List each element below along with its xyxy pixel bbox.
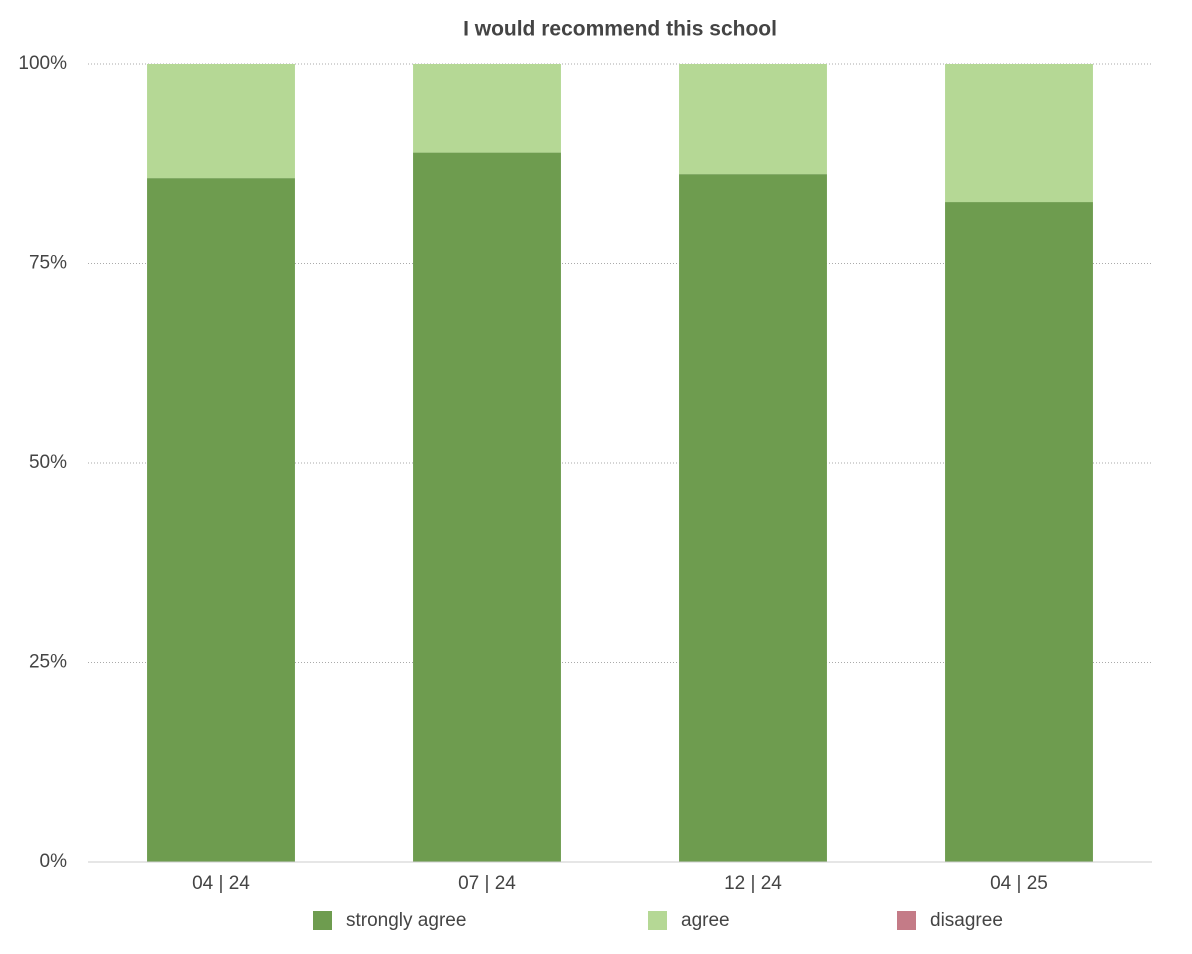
bar-segment	[945, 64, 1093, 203]
bar-segment	[679, 174, 827, 862]
bar-segment	[945, 202, 1093, 862]
bar-segment	[413, 64, 561, 153]
legend-label: agree	[681, 910, 730, 931]
y-tick-label: 75%	[29, 253, 67, 274]
bar-segment	[413, 152, 561, 862]
y-tick-label: 50%	[29, 452, 67, 473]
legend-swatch	[313, 911, 332, 930]
y-tick-label: 100%	[18, 53, 67, 74]
legend-swatch	[897, 911, 916, 930]
x-tick-label: 04 | 24	[192, 873, 250, 894]
legend-swatch	[648, 911, 667, 930]
bar-segment	[147, 64, 295, 179]
x-tick-label: 07 | 24	[458, 873, 516, 894]
y-tick-label: 25%	[29, 652, 67, 673]
bar-segment	[147, 178, 295, 862]
legend-label: strongly agree	[346, 910, 466, 931]
legend-label: disagree	[930, 910, 1003, 931]
x-tick-label: 12 | 24	[724, 873, 782, 894]
y-tick-label: 0%	[40, 851, 68, 872]
bar-segment	[679, 64, 827, 175]
chart-title: I would recommend this school	[463, 18, 777, 41]
x-tick-label: 04 | 25	[990, 873, 1048, 894]
